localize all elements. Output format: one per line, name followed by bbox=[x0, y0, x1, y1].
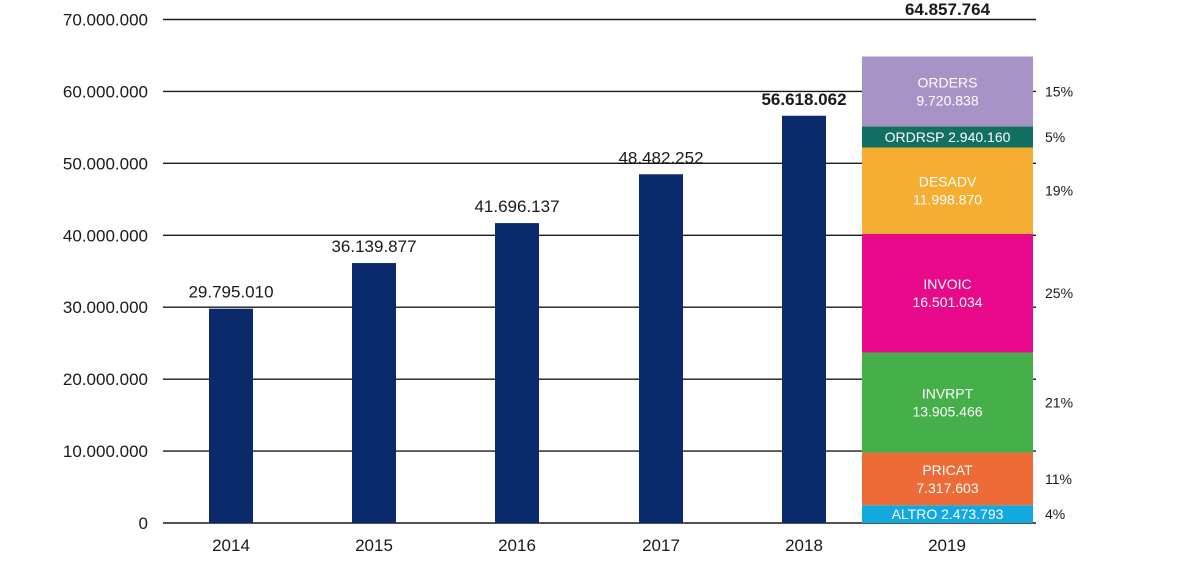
bar-value-label: 36.139.877 bbox=[331, 237, 416, 256]
segment-value: 16.501.034 bbox=[912, 294, 982, 310]
segment-value: 7.317.603 bbox=[916, 480, 978, 496]
bars: 29.795.010 36.139.877 41.696.137 48.482.252… bbox=[188, 90, 847, 524]
bar-value-label: 48.482.252 bbox=[618, 148, 703, 167]
segment-percent: 4% bbox=[1045, 506, 1065, 522]
bar bbox=[209, 308, 253, 523]
stack-total-label: 64.857.764 bbox=[905, 0, 991, 19]
stack-segment bbox=[862, 56, 1033, 127]
bar bbox=[352, 263, 396, 523]
segment-value: 13.905.466 bbox=[912, 404, 982, 420]
y-axis-ticks: 0 10.000.000 20.000.000 30.000.000 40.000.00… bbox=[63, 11, 148, 534]
bar bbox=[495, 223, 539, 524]
bar-value-label: 29.795.010 bbox=[188, 283, 273, 302]
segment-value: 9.720.838 bbox=[916, 92, 978, 108]
y-tick-label: 10.000.000 bbox=[63, 442, 148, 461]
y-tick-label: 40.000.000 bbox=[63, 226, 148, 245]
x-tick-label: 2017 bbox=[642, 536, 680, 555]
segment-percent: 19% bbox=[1045, 183, 1073, 199]
bar bbox=[639, 174, 683, 523]
segment-percent: 15% bbox=[1045, 83, 1073, 99]
y-tick-label: 30.000.000 bbox=[63, 298, 148, 317]
segment-name: INVOIC bbox=[923, 276, 971, 292]
segment-percent: 21% bbox=[1045, 395, 1073, 411]
segment-name: PRICAT bbox=[922, 462, 973, 478]
bar-value-label: 56.618.062 bbox=[761, 90, 846, 109]
segment-name: ORDERS bbox=[918, 74, 978, 90]
x-tick-label: 2016 bbox=[498, 536, 536, 555]
x-tick-label: 2019 bbox=[928, 536, 966, 555]
stack-segment bbox=[862, 147, 1033, 234]
y-tick-label: 20.000.000 bbox=[63, 370, 148, 389]
stack-segment bbox=[862, 352, 1033, 453]
y-tick-label: 50.000.000 bbox=[63, 154, 148, 173]
x-tick-label: 2015 bbox=[355, 536, 393, 555]
segment-label: ALTRO 2.473.793 bbox=[892, 506, 1004, 522]
segment-percent: 11% bbox=[1045, 471, 1072, 487]
segment-name: INVRPT bbox=[922, 386, 974, 402]
bar bbox=[782, 115, 826, 524]
y-tick-label: 70.000.000 bbox=[63, 11, 148, 30]
stacked-bar-2019: ALTRO 2.473.793 4% PRICAT 7.317.603 11% INVRP… bbox=[862, 0, 1073, 523]
stack-segment bbox=[862, 505, 1033, 523]
stack-segment bbox=[862, 233, 1033, 353]
segment-percent: 5% bbox=[1045, 129, 1065, 145]
x-axis-ticks: 2014 2015 2016 2017 2018 2019 bbox=[212, 536, 966, 555]
segment-value: 11.998.870 bbox=[913, 192, 982, 208]
gridlines bbox=[163, 18, 1036, 524]
segment-name: DESADV bbox=[919, 174, 977, 190]
segment-label: ORDRSP 2.940.160 bbox=[885, 129, 1011, 145]
y-tick-label: 0 bbox=[139, 514, 148, 533]
x-tick-label: 2018 bbox=[785, 536, 823, 555]
bar-value-label: 41.696.137 bbox=[474, 197, 559, 216]
stack-segment bbox=[862, 126, 1033, 148]
segment-percent: 25% bbox=[1045, 285, 1073, 301]
x-tick-label: 2014 bbox=[212, 536, 250, 555]
y-tick-label: 60.000.000 bbox=[63, 82, 148, 101]
stack-segment bbox=[862, 452, 1033, 506]
